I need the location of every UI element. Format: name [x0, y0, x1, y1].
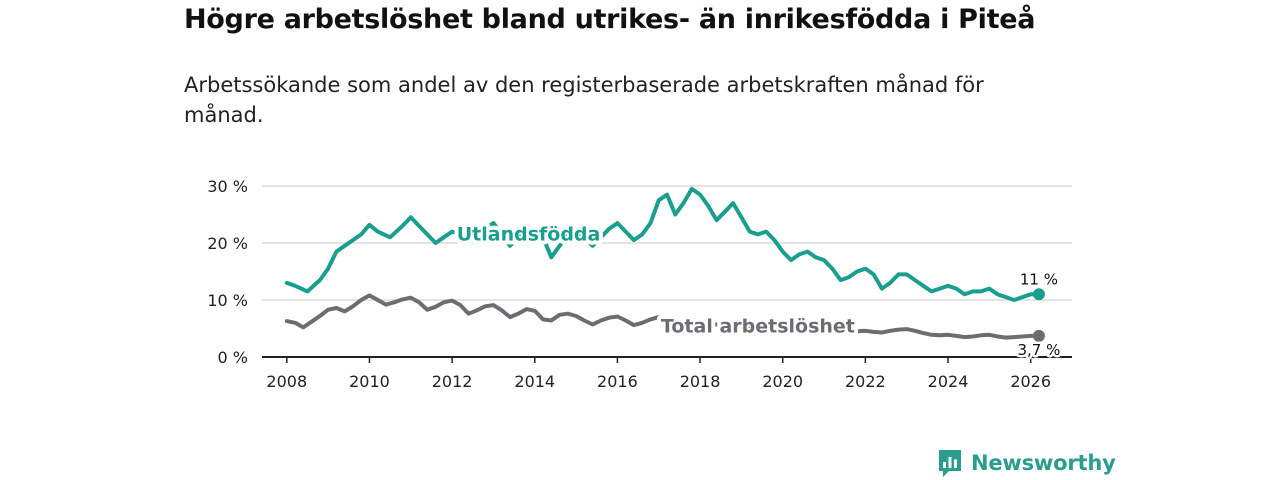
chart-title: Högre arbetslöshet bland utrikes- än inr…: [184, 4, 1036, 35]
series-label: Total arbetslöshet: [661, 316, 855, 338]
x-tick-label: 2026: [1010, 372, 1051, 391]
x-tick-label: 2018: [680, 372, 721, 391]
series-line-utlandsfodda: [284, 186, 1041, 302]
x-tick-label: 2022: [845, 372, 886, 391]
x-tick-label: 2020: [762, 372, 803, 391]
series-end-point: [1032, 329, 1045, 342]
end-value-label: 3,7 %: [1017, 341, 1060, 359]
y-tick-label: 30 %: [207, 177, 248, 196]
x-tick-label: 2024: [928, 372, 969, 391]
end-value-label: 11 %: [1020, 270, 1058, 288]
x-tick-label: 2016: [597, 372, 638, 391]
x-tick-label: 2010: [349, 372, 390, 391]
axes: 0 % 10 % 20 % 30 % 2008 2010 2012 2014 2016 2018 2…: [207, 177, 1072, 391]
y-tick-label: 20 %: [207, 234, 248, 253]
series-label: Utlandsfödda: [457, 223, 601, 245]
gridlines: [262, 185, 1072, 301]
newsworthy-logo-icon: [939, 450, 961, 477]
series-label-halo: Total arbetslöshet: [661, 316, 855, 338]
newsworthy-logo-text: Newsworthy: [971, 451, 1116, 475]
chart-subtitle: Arbetssökande som andel av den registerb…: [184, 73, 984, 127]
end-value-label-halo: 11 %: [1020, 270, 1058, 288]
series-end-point: [1032, 288, 1045, 301]
x-tick-label: 2008: [266, 372, 307, 391]
y-tick-label: 10 %: [207, 291, 248, 310]
series-lines: [284, 186, 1045, 342]
end-value-label-halo: 3,7 %: [1017, 341, 1060, 359]
series-label-halo: Utlandsfödda: [457, 223, 601, 245]
x-tick-label: 2012: [432, 372, 473, 391]
x-tick-label: 2014: [514, 372, 555, 391]
y-tick-label: 0 %: [218, 348, 248, 367]
newsworthy-logo: Newsworthy: [937, 448, 1116, 478]
series-line-total: [284, 293, 1041, 340]
